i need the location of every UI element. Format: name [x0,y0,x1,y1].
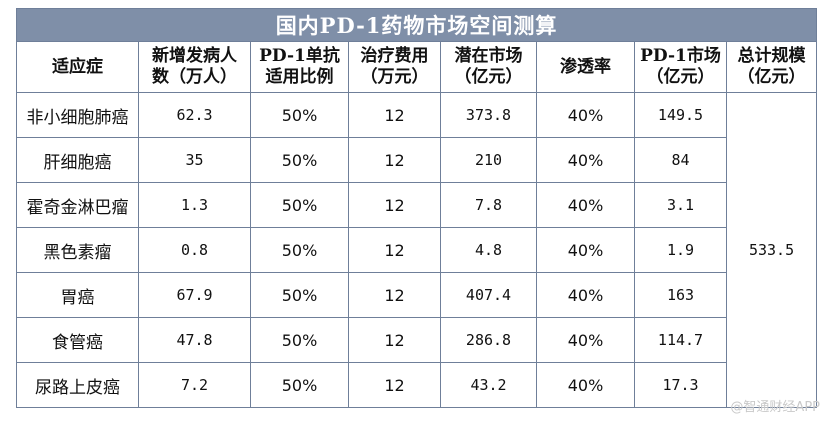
table-row: 肝细胞癌 35 50% 12 210 40% 84 [16,137,817,183]
header-line: 渗透率 [560,56,611,77]
cell-treatment-cost: 12 [348,362,441,408]
cell-potential-market: 4.8 [440,227,537,273]
header-line: PD-1单抗 [259,46,340,66]
header-line: 适应症 [52,56,103,77]
header-line: （亿元） [737,67,806,87]
cell-pd1-ratio: 50% [250,317,349,363]
cell-potential-market: 373.8 [440,92,537,138]
cell-potential-market: 286.8 [440,317,537,363]
header-total-scale: 总计规模 （亿元） [725,41,818,93]
cell-potential-market: 210 [440,137,537,183]
cell-indication: 尿路上皮癌 [16,362,139,408]
cell-treatment-cost: 12 [348,227,441,273]
header-line: （亿元） [646,67,715,87]
table-container: 国内PD-1药物市场空间测算 适应症 新增发病人 数（万人） PD-1单抗 适用比例 治疗… [15,8,818,408]
cell-new-cases: 67.9 [138,272,251,318]
header-pd1-market: PD-1市场 （亿元） [634,41,727,93]
header-potential-market: 潜在市场 （亿元） [440,41,537,93]
cell-new-cases: 35 [138,137,251,183]
header-line: 数（万人） [152,67,237,87]
cell-treatment-cost: 12 [348,272,441,318]
cell-indication: 非小细胞肺癌 [16,92,139,138]
header-treatment-cost: 治疗费用 （万元） [348,41,441,93]
header-line: 总计规模 [737,46,806,66]
table-row: 尿路上皮癌 7.2 50% 12 43.2 40% 17.3 [16,362,817,408]
table-row: 胃癌 67.9 50% 12 407.4 40% 163 [16,272,817,318]
header-line: 治疗费用 [360,46,429,66]
cell-pd1-market: 17.3 [634,362,727,408]
cell-new-cases: 62.3 [138,92,251,138]
cell-treatment-cost: 12 [348,137,441,183]
table-row: 霍奇金淋巴瘤 1.3 50% 12 7.8 40% 3.1 [16,182,817,228]
table-row: 黑色素瘤 0.8 50% 12 4.8 40% 1.9 [16,227,817,273]
table-title: 国内PD-1药物市场空间测算 [15,8,818,42]
cell-new-cases: 0.8 [138,227,251,273]
cell-penetration: 40% [536,227,635,273]
header-line: 适用比例 [265,67,334,87]
cell-indication: 胃癌 [16,272,139,318]
cell-total-scale: 533.5 [725,92,818,408]
market-estimate-table: 国内PD-1药物市场空间测算 适应症 新增发病人 数（万人） PD-1单抗 适用比例 治疗… [15,8,818,408]
cell-pd1-ratio: 50% [250,92,349,138]
cell-treatment-cost: 12 [348,92,441,138]
cell-indication: 黑色素瘤 [16,227,139,273]
cell-new-cases: 7.2 [138,362,251,408]
cell-indication: 肝细胞癌 [16,137,139,183]
header-line: 潜在市场 [454,46,523,66]
table-body: 非小细胞肺癌 62.3 50% 12 373.8 40% 149.5 533.5 肝细胞癌 35 5… [16,92,818,408]
cell-pd1-market: 114.7 [634,317,727,363]
header-line: 新增发病人 [152,46,237,66]
header-pd1-ratio: PD-1单抗 适用比例 [250,41,349,93]
cell-penetration: 40% [536,272,635,318]
header-penetration: 渗透率 [536,41,635,93]
header-line: （万元） [360,67,429,87]
cell-potential-market: 407.4 [440,272,537,318]
cell-new-cases: 47.8 [138,317,251,363]
cell-pd1-ratio: 50% [250,137,349,183]
cell-pd1-market: 1.9 [634,227,727,273]
cell-pd1-ratio: 50% [250,272,349,318]
header-line: PD-1市场 [640,46,721,66]
cell-potential-market: 43.2 [440,362,537,408]
cell-penetration: 40% [536,137,635,183]
watermark: @智通财经APP [730,400,820,415]
cell-indication: 食管癌 [16,317,139,363]
cell-pd1-market: 149.5 [634,92,727,138]
cell-pd1-ratio: 50% [250,182,349,228]
table-row: 食管癌 47.8 50% 12 286.8 40% 114.7 [16,317,817,363]
header-indication: 适应症 [16,41,139,93]
cell-pd1-ratio: 50% [250,362,349,408]
cell-pd1-ratio: 50% [250,227,349,273]
cell-treatment-cost: 12 [348,317,441,363]
cell-penetration: 40% [536,317,635,363]
header-new-cases: 新增发病人 数（万人） [138,41,251,93]
cell-pd1-market: 163 [634,272,727,318]
cell-penetration: 40% [536,92,635,138]
cell-new-cases: 1.3 [138,182,251,228]
cell-potential-market: 7.8 [440,182,537,228]
cell-penetration: 40% [536,182,635,228]
cell-pd1-market: 84 [634,137,727,183]
cell-penetration: 40% [536,362,635,408]
cell-treatment-cost: 12 [348,182,441,228]
cell-indication: 霍奇金淋巴瘤 [16,182,139,228]
cell-pd1-market: 3.1 [634,182,727,228]
table-row: 非小细胞肺癌 62.3 50% 12 373.8 40% 149.5 533.5 [16,92,818,408]
header-line: （亿元） [454,67,523,87]
header-row: 适应症 新增发病人 数（万人） PD-1单抗 适用比例 治疗费用 （万元） 潜在市场 （亿元）渗… [16,41,818,93]
